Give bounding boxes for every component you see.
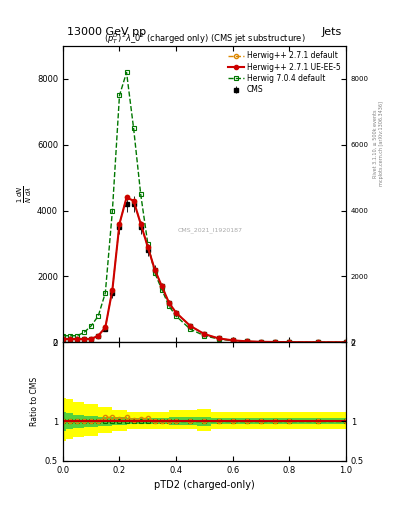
Herwig 7.0.4 default <box>96 313 101 319</box>
Herwig++ 2.7.1 default <box>68 336 72 342</box>
Herwig++ 2.7.1 default <box>152 267 157 273</box>
Herwig++ 2.7.1 UE-EE-5 <box>82 336 86 342</box>
Herwig++ 2.7.1 UE-EE-5 <box>259 339 263 345</box>
Herwig++ 2.7.1 default <box>244 338 249 345</box>
Herwig++ 2.7.1 default <box>216 335 221 342</box>
Herwig 7.0.4 default <box>174 313 178 319</box>
Herwig 7.0.4 default <box>82 329 86 335</box>
Herwig++ 2.7.1 UE-EE-5 <box>273 339 277 345</box>
Herwig++ 2.7.1 UE-EE-5 <box>216 335 221 342</box>
Legend: Herwig++ 2.7.1 default, Herwig++ 2.7.1 UE-EE-5, Herwig 7.0.4 default, CMS: Herwig++ 2.7.1 default, Herwig++ 2.7.1 U… <box>227 50 342 96</box>
Herwig++ 2.7.1 UE-EE-5 <box>315 339 320 345</box>
Herwig++ 2.7.1 default <box>202 331 207 337</box>
Herwig 7.0.4 default <box>230 337 235 344</box>
Text: CMS_2021_I1920187: CMS_2021_I1920187 <box>178 227 242 232</box>
Herwig++ 2.7.1 UE-EE-5 <box>124 195 129 201</box>
Herwig++ 2.7.1 default <box>89 336 94 342</box>
Line: Herwig++ 2.7.1 UE-EE-5: Herwig++ 2.7.1 UE-EE-5 <box>61 196 348 345</box>
Herwig++ 2.7.1 default <box>103 325 108 331</box>
Herwig 7.0.4 default <box>216 336 221 342</box>
Herwig++ 2.7.1 default <box>343 339 348 345</box>
Herwig++ 2.7.1 UE-EE-5 <box>131 198 136 204</box>
Herwig++ 2.7.1 UE-EE-5 <box>145 244 150 250</box>
Herwig++ 2.7.1 UE-EE-5 <box>75 336 79 342</box>
Herwig++ 2.7.1 default <box>160 283 164 289</box>
Herwig++ 2.7.1 default <box>259 339 263 345</box>
Herwig++ 2.7.1 default <box>61 336 65 342</box>
Herwig 7.0.4 default <box>202 333 207 339</box>
Herwig++ 2.7.1 UE-EE-5 <box>202 331 207 337</box>
Herwig++ 2.7.1 default <box>96 333 101 339</box>
Herwig++ 2.7.1 default <box>287 339 292 345</box>
Herwig++ 2.7.1 UE-EE-5 <box>188 323 193 329</box>
Herwig++ 2.7.1 default <box>145 244 150 250</box>
Text: mcplots.cern.ch [arXiv:1306.3436]: mcplots.cern.ch [arXiv:1306.3436] <box>379 101 384 186</box>
Line: Herwig++ 2.7.1 default: Herwig++ 2.7.1 default <box>61 196 348 345</box>
Text: Jets: Jets <box>321 27 342 37</box>
Herwig 7.0.4 default <box>89 323 94 329</box>
Herwig++ 2.7.1 default <box>117 221 122 227</box>
Herwig++ 2.7.1 default <box>138 221 143 227</box>
Herwig++ 2.7.1 default <box>315 339 320 345</box>
Herwig++ 2.7.1 UE-EE-5 <box>343 339 348 345</box>
Herwig 7.0.4 default <box>315 339 320 345</box>
Herwig++ 2.7.1 default <box>82 336 86 342</box>
Herwig 7.0.4 default <box>244 338 249 345</box>
Herwig 7.0.4 default <box>131 125 136 132</box>
Herwig++ 2.7.1 UE-EE-5 <box>103 325 108 331</box>
Herwig 7.0.4 default <box>145 241 150 247</box>
Y-axis label: Ratio to CMS: Ratio to CMS <box>30 377 39 426</box>
Herwig++ 2.7.1 UE-EE-5 <box>174 310 178 316</box>
Herwig++ 2.7.1 UE-EE-5 <box>167 300 171 306</box>
Herwig++ 2.7.1 default <box>167 300 171 306</box>
Herwig 7.0.4 default <box>188 326 193 332</box>
Herwig++ 2.7.1 UE-EE-5 <box>110 287 115 293</box>
Herwig++ 2.7.1 UE-EE-5 <box>287 339 292 345</box>
Herwig++ 2.7.1 default <box>124 195 129 201</box>
Text: Rivet 3.1.10, ≥ 500k events: Rivet 3.1.10, ≥ 500k events <box>373 109 378 178</box>
X-axis label: pTD2 (charged-only): pTD2 (charged-only) <box>154 480 255 490</box>
Herwig++ 2.7.1 default <box>110 287 115 293</box>
Herwig++ 2.7.1 UE-EE-5 <box>230 337 235 344</box>
Herwig 7.0.4 default <box>273 339 277 345</box>
Herwig++ 2.7.1 default <box>188 323 193 329</box>
Herwig++ 2.7.1 UE-EE-5 <box>89 336 94 342</box>
Herwig 7.0.4 default <box>124 69 129 75</box>
Herwig 7.0.4 default <box>138 191 143 197</box>
Herwig 7.0.4 default <box>259 339 263 345</box>
Herwig++ 2.7.1 UE-EE-5 <box>244 338 249 345</box>
Herwig++ 2.7.1 default <box>230 337 235 344</box>
Herwig++ 2.7.1 UE-EE-5 <box>68 336 72 342</box>
Herwig 7.0.4 default <box>103 290 108 296</box>
Herwig 7.0.4 default <box>110 207 115 214</box>
Herwig 7.0.4 default <box>160 287 164 293</box>
Herwig 7.0.4 default <box>117 92 122 98</box>
Y-axis label: $\frac{1}{N}\frac{dN}{d\lambda}$: $\frac{1}{N}\frac{dN}{d\lambda}$ <box>16 185 34 203</box>
Herwig 7.0.4 default <box>343 339 348 346</box>
Herwig 7.0.4 default <box>68 333 72 339</box>
Herwig 7.0.4 default <box>287 339 292 345</box>
Herwig++ 2.7.1 UE-EE-5 <box>138 221 143 227</box>
Herwig++ 2.7.1 UE-EE-5 <box>96 333 101 339</box>
Title: $(p_T^D)^2\lambda\_0^2$ (charged only) (CMS jet substructure): $(p_T^D)^2\lambda\_0^2$ (charged only) (… <box>103 31 305 46</box>
Herwig++ 2.7.1 default <box>131 198 136 204</box>
Herwig++ 2.7.1 UE-EE-5 <box>117 221 122 227</box>
Herwig++ 2.7.1 UE-EE-5 <box>160 283 164 289</box>
Text: 13000 GeV pp: 13000 GeV pp <box>67 27 146 37</box>
Herwig++ 2.7.1 default <box>75 336 79 342</box>
Herwig++ 2.7.1 UE-EE-5 <box>152 267 157 273</box>
Herwig 7.0.4 default <box>167 303 171 309</box>
Herwig++ 2.7.1 default <box>273 339 277 345</box>
Herwig 7.0.4 default <box>152 270 157 276</box>
Herwig 7.0.4 default <box>61 333 65 339</box>
Herwig++ 2.7.1 default <box>174 310 178 316</box>
Line: Herwig 7.0.4 default: Herwig 7.0.4 default <box>61 70 348 345</box>
Herwig++ 2.7.1 UE-EE-5 <box>61 336 65 342</box>
Herwig 7.0.4 default <box>75 333 79 339</box>
